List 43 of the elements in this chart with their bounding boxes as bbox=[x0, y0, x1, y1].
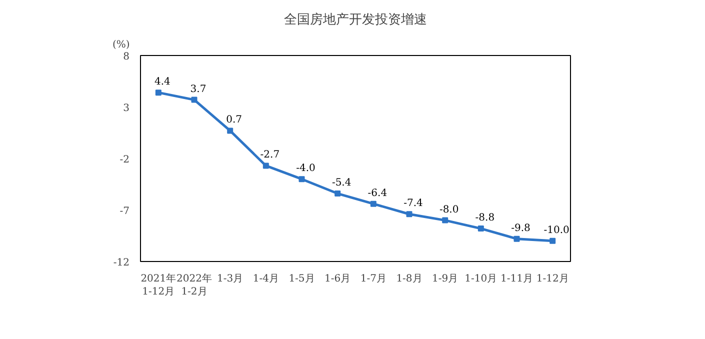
point bbox=[442, 217, 448, 224]
x-tick-label: 1-9月 bbox=[432, 274, 458, 284]
x-tick-label: 2021年 1-12月 bbox=[140, 272, 176, 298]
x-tick-label: 1-8月 bbox=[396, 274, 422, 284]
x-tick-label: 1-12月 bbox=[536, 274, 569, 284]
x-tick-label: 1-3月 bbox=[217, 274, 244, 284]
data-label: -6.4 bbox=[368, 188, 388, 199]
data-label: -5.4 bbox=[332, 178, 352, 189]
x-tick-label: 1-4月 bbox=[252, 274, 279, 284]
data-label: -2.7 bbox=[260, 150, 280, 161]
y-axis-title: (%) bbox=[112, 40, 130, 50]
point bbox=[298, 176, 305, 182]
point bbox=[550, 238, 556, 244]
point bbox=[370, 200, 376, 207]
data-label: -4.0 bbox=[296, 163, 316, 174]
point bbox=[514, 236, 520, 242]
data-label: 3.7 bbox=[190, 84, 206, 95]
point bbox=[155, 90, 162, 96]
point bbox=[478, 226, 484, 232]
data-label: -8.0 bbox=[439, 204, 459, 216]
data-label: 4.4 bbox=[154, 76, 170, 88]
y-tick-label: 3 bbox=[123, 103, 130, 114]
point bbox=[334, 190, 341, 197]
x-tick-label: 1-11月 bbox=[500, 274, 533, 284]
x-tick-label: 1-10月 bbox=[464, 274, 498, 284]
point bbox=[227, 128, 234, 134]
x-tick-label: 2022年 1-2月 bbox=[176, 272, 212, 298]
point bbox=[191, 96, 198, 103]
y-tick-label: -12 bbox=[113, 258, 130, 268]
y-tick-label: 8 bbox=[123, 52, 130, 62]
data-label: -8.8 bbox=[475, 212, 495, 224]
chart-title: 全国房地产开发投资增速 bbox=[284, 12, 427, 28]
y-tick-label: -2 bbox=[120, 154, 130, 166]
x-tick-label: 1-5月 bbox=[288, 274, 315, 284]
point bbox=[262, 162, 269, 169]
x-tick-label: 1-6月 bbox=[324, 274, 351, 284]
point bbox=[406, 211, 412, 218]
data-label: -7.4 bbox=[404, 198, 423, 210]
data-label: -10.0 bbox=[544, 224, 570, 236]
x-tick-label: 1-7月 bbox=[360, 274, 386, 284]
data-label: 0.7 bbox=[226, 114, 242, 126]
y-tick-label: -7 bbox=[120, 206, 130, 217]
data-label: -9.8 bbox=[511, 222, 530, 234]
